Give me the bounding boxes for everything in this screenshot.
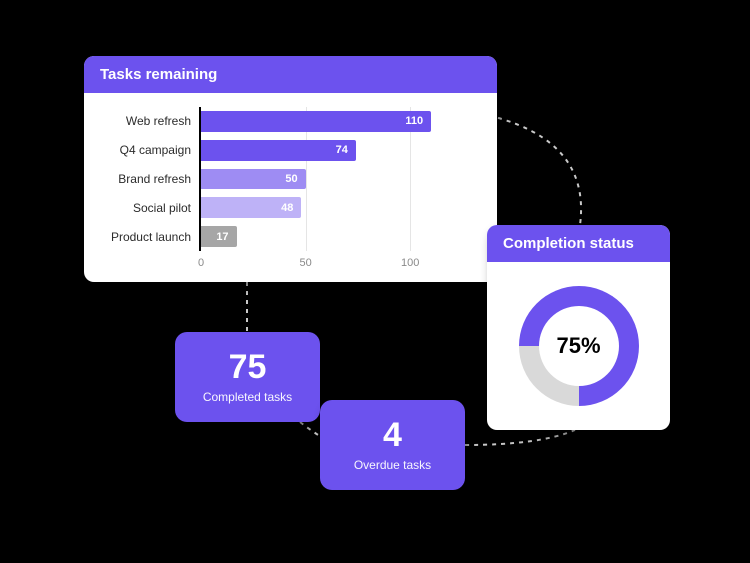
bar: 110	[201, 111, 431, 132]
completion-status-title: Completion status	[487, 225, 670, 262]
overdue-tasks-value: 4	[383, 418, 402, 452]
dashboard-stage: Tasks remaining Web refresh110Q4 campaig…	[0, 0, 750, 563]
tasks-remaining-title: Tasks remaining	[84, 56, 497, 93]
completed-tasks-value: 75	[229, 350, 267, 384]
overdue-tasks-card: 4 Overdue tasks	[320, 400, 465, 490]
completion-percent-label: 75%	[539, 306, 619, 386]
bar-row: Brand refresh50	[201, 169, 473, 190]
bar: 50	[201, 169, 306, 190]
completion-status-card: Completion status 75%	[487, 225, 670, 430]
bar: 48	[201, 197, 301, 218]
completed-tasks-card: 75 Completed tasks	[175, 332, 320, 422]
bar: 17	[201, 226, 237, 247]
bar-row: Product launch17	[201, 226, 473, 247]
bar-category-label: Product launch	[91, 230, 191, 244]
x-tick: 50	[299, 257, 311, 269]
tasks-remaining-card: Tasks remaining Web refresh110Q4 campaig…	[84, 56, 497, 282]
bar-row: Web refresh110	[201, 111, 473, 132]
overdue-tasks-label: Overdue tasks	[354, 458, 431, 472]
x-tick: 100	[401, 257, 419, 269]
completion-donut-wrap: 75%	[487, 262, 670, 429]
bar-row: Social pilot48	[201, 197, 473, 218]
bar-row: Q4 campaign74	[201, 140, 473, 161]
completed-tasks-label: Completed tasks	[203, 390, 292, 404]
bar-category-label: Social pilot	[91, 201, 191, 215]
bar-category-label: Web refresh	[91, 114, 191, 128]
completion-donut: 75%	[519, 286, 639, 406]
x-tick: 0	[198, 257, 204, 269]
bar-category-label: Q4 campaign	[91, 143, 191, 157]
bar-category-label: Brand refresh	[91, 172, 191, 186]
tasks-remaining-chart: Web refresh110Q4 campaign74Brand refresh…	[84, 93, 497, 281]
bar: 74	[201, 140, 356, 161]
